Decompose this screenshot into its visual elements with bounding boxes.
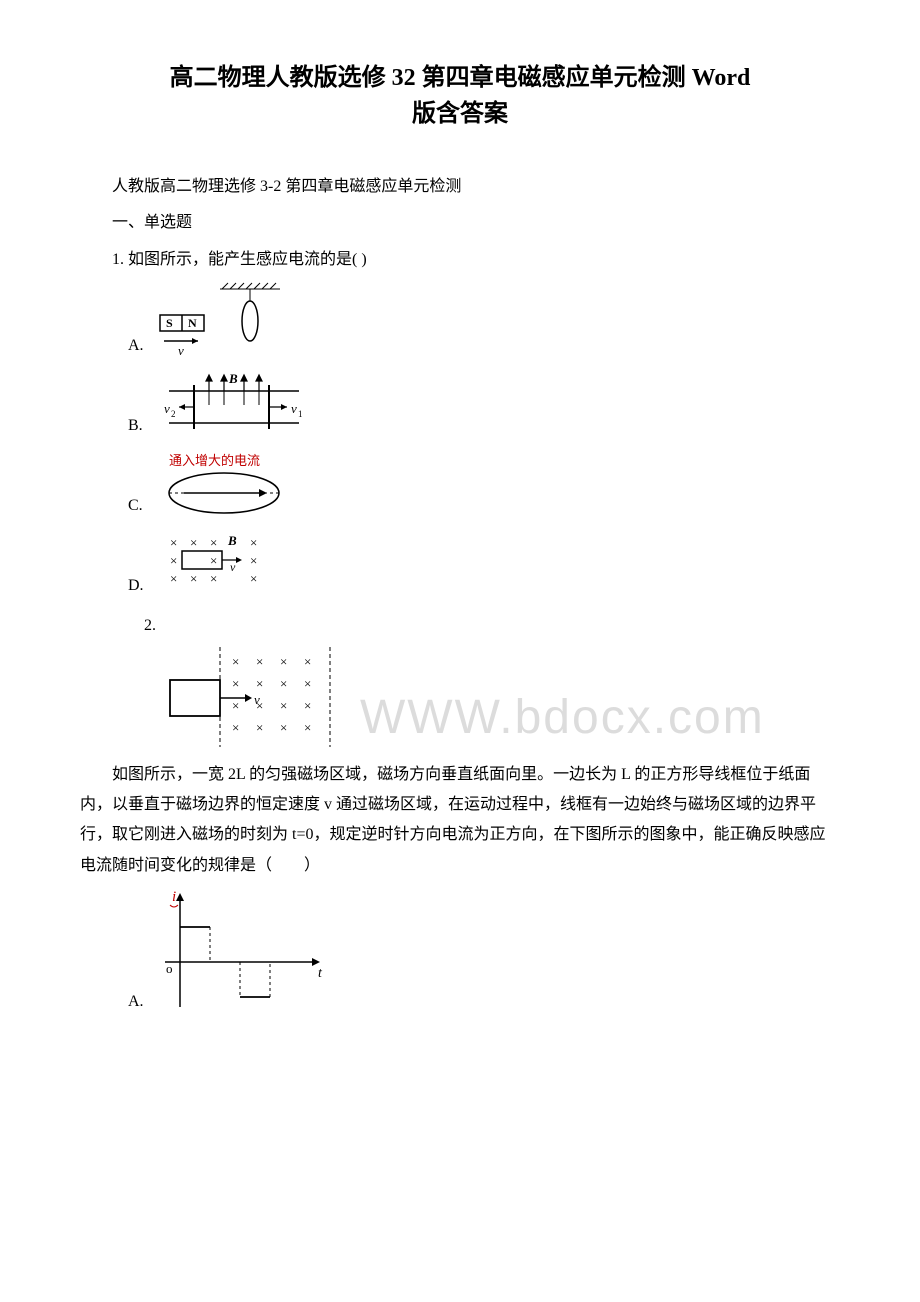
svg-text:t: t: [318, 966, 323, 981]
question-2-option-a-row: A. i t o: [128, 887, 840, 1017]
svg-text:×: ×: [280, 676, 287, 691]
svg-text:o: o: [166, 961, 173, 976]
question-2-figure-row: 2. ×××× ×××× ×××× ×××× v: [144, 611, 840, 751]
svg-text:v: v: [254, 692, 260, 707]
svg-text:×: ×: [256, 654, 263, 669]
svg-text:×: ×: [304, 720, 311, 735]
option-d-row: D. × × × × × × × × × × × B v: [128, 531, 840, 601]
page-title: 高二物理人教版选修 32 第四章电磁感应单元检测 Word 版含答案: [80, 60, 840, 132]
option-c-figure: 通入增大的电流: [149, 451, 309, 521]
svg-text:×: ×: [280, 698, 287, 713]
question-1: 1. 如图所示，能产生感应电流的是( ): [80, 245, 840, 275]
svg-text:×: ×: [232, 654, 239, 669]
svg-text:B: B: [228, 371, 238, 386]
svg-text:N: N: [188, 316, 197, 330]
svg-text:×: ×: [170, 553, 177, 568]
svg-text:2: 2: [171, 409, 176, 419]
option-a-figure: S N v: [150, 281, 290, 361]
question-2-option-a-graph: i t o: [150, 887, 330, 1017]
option-d-label: D.: [128, 571, 144, 601]
svg-text:×: ×: [256, 720, 263, 735]
option-d-figure: × × × × × × × × × × × B v: [150, 531, 280, 601]
svg-text:×: ×: [250, 553, 257, 568]
svg-text:1: 1: [298, 409, 303, 419]
svg-text:×: ×: [232, 676, 239, 691]
svg-text:×: ×: [304, 654, 311, 669]
svg-text:×: ×: [304, 698, 311, 713]
svg-text:×: ×: [210, 535, 217, 550]
svg-text:B: B: [227, 533, 237, 548]
question-2-text: 如图所示，一宽 2L 的匀强磁场区域，磁场方向垂直纸面向里。一边长为 L 的正方…: [80, 760, 840, 882]
svg-text:×: ×: [210, 571, 217, 586]
option-a-row: A. S N v: [128, 281, 840, 361]
option-a-label: A.: [128, 331, 144, 361]
option-b-figure: v 2 v 1 B: [149, 371, 319, 441]
question-2-number: 2.: [144, 617, 156, 634]
svg-text:×: ×: [190, 571, 197, 586]
svg-text:v: v: [291, 401, 297, 416]
svg-text:×: ×: [190, 535, 197, 550]
svg-text:×: ×: [250, 535, 257, 550]
intro-text: 人教版高二物理选修 3-2 第四章电磁感应单元检测: [80, 172, 840, 202]
question-2-field-figure: ×××× ×××× ×××× ×××× v: [150, 642, 340, 752]
svg-text:×: ×: [170, 535, 177, 550]
svg-text:v: v: [230, 560, 236, 574]
option-c-row: C. 通入增大的电流: [128, 451, 840, 521]
svg-text:×: ×: [170, 571, 177, 586]
svg-text:v: v: [178, 343, 184, 358]
svg-text:×: ×: [304, 676, 311, 691]
section-heading: 一、单选题: [80, 208, 840, 238]
title-line-2: 版含答案: [412, 101, 508, 127]
option-c-caption: 通入增大的电流: [169, 453, 260, 468]
svg-text:×: ×: [232, 698, 239, 713]
option-c-label: C.: [128, 491, 143, 521]
svg-text:×: ×: [280, 720, 287, 735]
question-2-option-a-label: A.: [128, 987, 144, 1017]
svg-text:i: i: [172, 889, 176, 905]
option-b-label: B.: [128, 411, 143, 441]
svg-text:×: ×: [250, 571, 257, 586]
svg-text:×: ×: [280, 654, 287, 669]
option-b-row: B. v 2 v 1 B: [128, 371, 840, 441]
svg-text:v: v: [164, 401, 170, 416]
svg-text:S: S: [166, 316, 173, 330]
svg-text:×: ×: [210, 553, 217, 568]
svg-text:×: ×: [256, 676, 263, 691]
title-line-1: 高二物理人教版选修 32 第四章电磁感应单元检测 Word: [170, 65, 751, 91]
svg-text:×: ×: [232, 720, 239, 735]
